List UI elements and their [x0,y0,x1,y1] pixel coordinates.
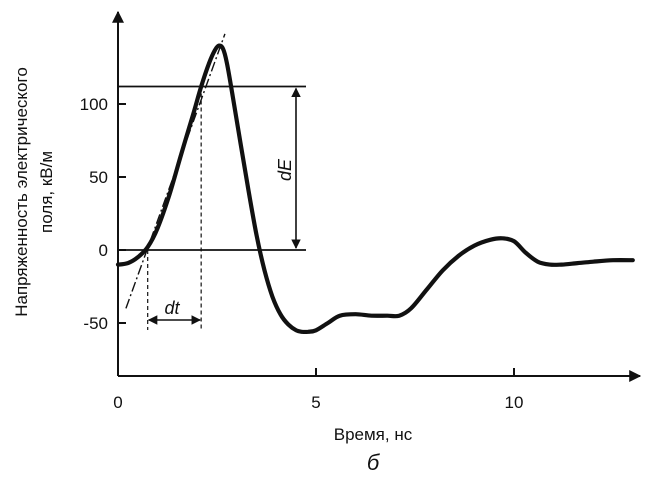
series-layer [118,46,633,332]
x-tick-label-0: 0 [113,393,122,412]
dt-label: dt [164,298,180,318]
x-tick-label-5: 5 [311,393,320,412]
labels-layer: Время, нс Напряженность электрического п… [12,67,413,475]
y-tick-label-50: 50 [89,168,108,187]
y-axis-title-line-1: Напряженность электрического [12,67,31,317]
dE-label: dE [275,158,295,181]
y-tick-label--50: -50 [83,314,108,333]
y-axis-title-line-2: поля, кВ/м [37,151,56,233]
x-axis-title: Время, нс [334,425,413,444]
figure-caption: б [367,450,381,475]
x-tick-label-10: 10 [505,393,524,412]
y-tick-label-0: 0 [99,241,108,260]
y-tick-label-100: 100 [80,95,108,114]
series-line [118,46,633,332]
